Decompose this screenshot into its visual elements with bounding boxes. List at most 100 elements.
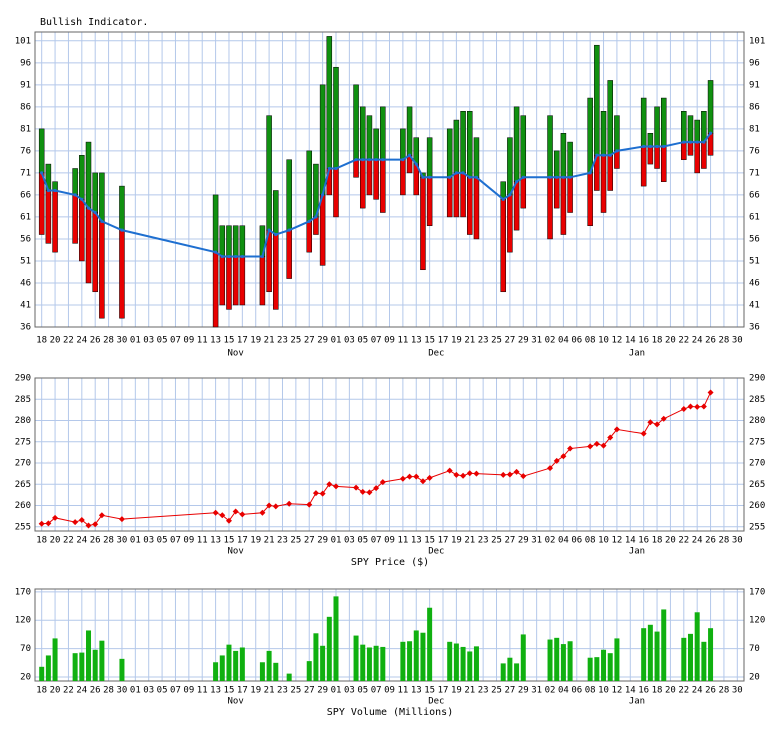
y-tick-label-right: 20 [749,673,760,683]
price-point [473,470,480,477]
x-tick-label: 11 [397,686,408,696]
bull-bar-up [319,84,326,196]
average-point [361,158,365,162]
volume-bar [400,641,406,681]
average-point [327,166,331,171]
month-label: Jan [629,697,645,707]
x-tick-label: 11 [197,686,208,696]
y-tick-label-right: 260 [749,501,765,511]
average-point [80,197,84,201]
bull-bar-up [413,137,420,165]
volume-bar [520,634,526,681]
x-tick-label: 17 [237,536,248,546]
bull-bar-down [467,177,473,235]
x-tick-label: 26 [90,686,101,696]
average-point [588,171,592,175]
average-point [46,188,50,193]
average-point [414,162,418,166]
price-point [118,516,125,523]
price-point [466,470,473,477]
volume-bar [560,644,566,681]
bull-bar-down [426,177,433,226]
x-tick-label: 24 [692,686,703,696]
x-tick-label: 24 [76,336,87,346]
bull-bar-up [266,115,272,231]
x-tick-label: 28 [103,686,114,696]
y-tick-label-right: 46 [749,278,760,288]
bull-bar-up [273,190,279,235]
x-tick-label: 12 [611,686,622,696]
volume-bar [694,612,700,681]
y-tick-label-right: 70 [749,644,760,654]
bull-bar-down [52,190,58,253]
x-tick-label: 10 [598,686,609,696]
x-tick-label: 19 [451,686,462,696]
x-tick-label: 23 [478,536,489,546]
bull-bar-up [660,97,667,147]
x-tick-label: 08 [585,536,596,546]
price-point [707,389,714,396]
y-tick-label: 61 [20,212,31,222]
volume-bar [614,638,620,681]
x-tick-label: 06 [571,536,582,546]
x-tick-label: 05 [357,336,368,346]
price-point [373,485,380,492]
price-point [52,514,59,521]
volume-bar [373,645,379,681]
volume-bar [413,630,419,681]
x-tick-label: 29 [317,686,328,696]
bull-bar-down [366,159,373,196]
average-point [93,210,97,215]
x-tick-label: 01 [331,336,342,346]
bull-bar-up [239,225,246,257]
bull-bar-down [359,159,366,209]
y-tick-label-right: 51 [749,256,760,266]
average-point [240,254,244,259]
y-tick-label: 91 [20,80,31,90]
y-tick-label: 81 [20,124,31,134]
x-tick-label: 27 [304,536,315,546]
x-tick-label: 06 [571,336,582,346]
bull-bar-down [286,229,292,279]
x-tick-label: 25 [491,336,502,346]
bull-bar-up [286,159,292,231]
x-tick-label: 08 [585,336,596,346]
y-tick-label: 86 [20,102,31,112]
volume-bar [286,673,292,681]
x-tick-label: 17 [438,336,449,346]
average-point [227,254,231,259]
bull-bar-up [594,44,600,156]
x-tick-label: 15 [224,536,235,546]
average-point [601,153,606,157]
price-point [419,478,426,485]
plot-frame [34,31,745,328]
bull-bar-up [707,80,714,134]
x-tick-label: 07 [170,686,181,696]
volume-bar [594,657,600,681]
bull-bar-down [333,168,339,218]
bull-bar-up [326,36,333,169]
x-tick-label: 27 [504,336,515,346]
volume-bar [233,650,239,681]
x-tick-label: 01 [130,536,141,546]
x-tick-label: 25 [290,336,301,346]
average-point [695,140,699,144]
bull-bar-up [119,185,125,231]
bull-bar-up [687,115,694,143]
bull-bar-up [607,80,613,156]
y-tick-label: 270 [15,459,31,469]
x-tick-label: 29 [317,536,328,546]
x-tick-label: 30 [117,536,128,546]
x-tick-label: 07 [371,336,382,346]
volume-bar [500,663,506,681]
chart-title: SPY Price ($) [351,557,429,568]
x-tick-label: 23 [277,686,288,696]
average-point [213,250,218,254]
price-point [259,509,266,516]
bull-bar-down [92,212,98,293]
x-tick-label: 26 [705,536,716,546]
price-point [506,471,513,478]
bull-bar-down [654,146,660,169]
x-tick-label: 13 [411,536,422,546]
price-point [500,471,507,478]
